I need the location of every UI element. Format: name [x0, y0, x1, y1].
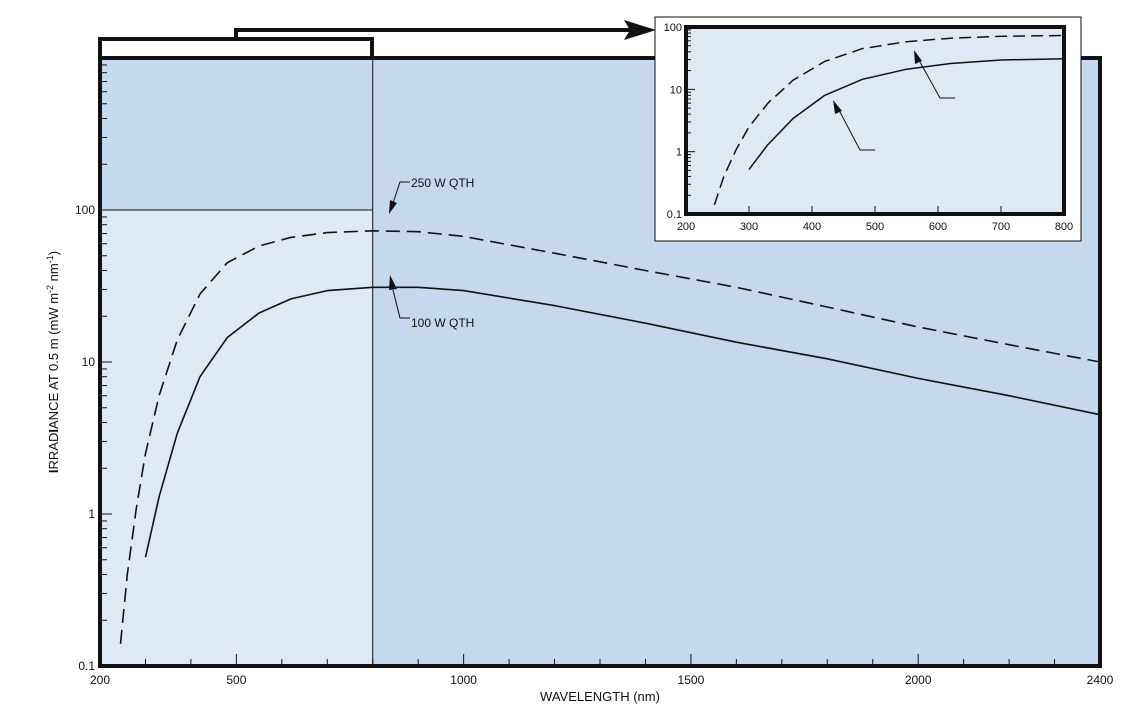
inset-dashed-arrowhead [914, 50, 922, 64]
x-tick-label: 1000 [450, 673, 477, 687]
inset-plot-frame [684, 25, 1066, 216]
series-line-250w [119, 230, 1101, 644]
x-tick-label: 200 [90, 673, 110, 687]
main-plot-frame [98, 56, 1102, 668]
y-tick-labels: 0.1 1 10 100 [75, 203, 95, 673]
inset-plot-area [686, 27, 1064, 214]
inset-solid-arrowhead [833, 100, 842, 114]
inset-dashed-leader [919, 61, 955, 99]
annotation-100w: 100 W QTH [411, 316, 474, 330]
inset-y-tick-label: 10 [670, 84, 682, 96]
inset-y-tick-label: 1 [676, 147, 682, 159]
x-tick-label: 500 [226, 673, 246, 687]
y-tick-label: 1 [88, 507, 95, 521]
x-tick-labels: 200 500 1000 1500 2000 2400 [90, 673, 1114, 687]
inset-x-tick-label: 600 [929, 221, 947, 233]
y-tick-label: 10 [82, 355, 96, 369]
inset-x-tick-label: 500 [866, 221, 884, 233]
inset-x-tick-label: 800 [1055, 221, 1073, 233]
annotation-250w: 250 W QTH [411, 176, 474, 190]
annotation-250w-leader [392, 181, 410, 204]
annotation-100w-leader [392, 289, 410, 319]
x-tick-label: 2000 [905, 673, 932, 687]
y-axis-title: IRRADIANCE AT 0.5 m (mW m-2 nm-1) [45, 251, 61, 473]
zoom-arrow-head [624, 20, 656, 40]
x-tick-label: 2400 [1087, 673, 1114, 687]
annotation-100w-arrowhead [389, 275, 397, 290]
inset-x-tick-label: 700 [992, 221, 1010, 233]
x-axis-title: WAVELENGTH (nm) [540, 689, 660, 704]
inset-x-tick-label: 200 [677, 221, 695, 233]
inset-solid-leader [839, 111, 875, 151]
inset-y-tick-labels: 0.1 1 10 100 [664, 22, 682, 221]
highlight-region [100, 210, 373, 666]
inset-y-tick-label: 100 [664, 22, 682, 34]
series-line-100w [748, 57, 1065, 170]
inset-x-tick-labels: 200 300 400 500 600 700 800 [677, 221, 1073, 233]
inset-x-tick-label: 400 [803, 221, 821, 233]
y-tick-label: 0.1 [78, 659, 95, 673]
zoom-bracket [98, 37, 374, 58]
series-line-250w [713, 34, 1065, 206]
x-tick-label: 1500 [678, 673, 705, 687]
annotation-250w-arrowhead [389, 200, 397, 214]
zoom-arrow-line [234, 28, 635, 39]
inset-x-tick-label: 300 [740, 221, 758, 233]
inset-series [713, 34, 1065, 206]
y-tick-label: 100 [75, 203, 95, 217]
inset-y-tick-label: 0.1 [667, 209, 682, 221]
